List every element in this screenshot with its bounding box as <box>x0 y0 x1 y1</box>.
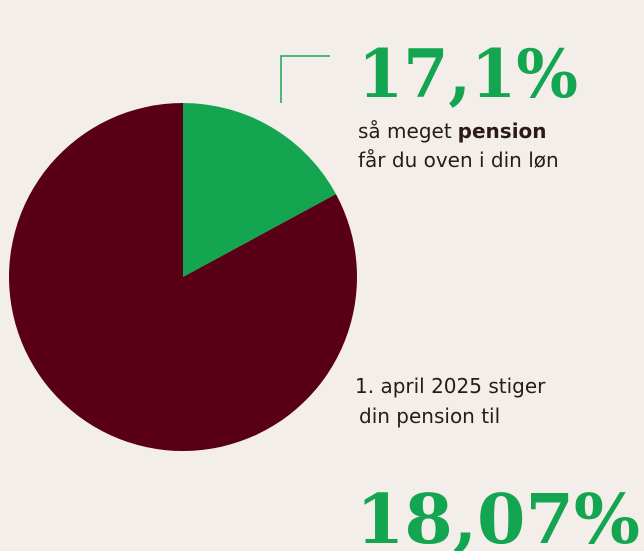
caption-line: så meget pension <box>358 119 547 143</box>
pie-slice <box>8 103 358 451</box>
highlight-value: 18,07% <box>356 480 640 551</box>
caption-text: får du oven i din løn <box>358 148 559 172</box>
caption-text: pension <box>458 119 547 143</box>
footnote-line: 1. april 2025 stiger <box>355 374 546 398</box>
caption-line: får du oven i din løn <box>358 148 559 172</box>
pie-slice <box>183 103 337 277</box>
footnote-line: din pension til <box>359 404 500 428</box>
caption-text: så meget <box>358 119 452 143</box>
slice-label: 17,1% <box>358 35 578 113</box>
leader-line <box>280 55 330 103</box>
